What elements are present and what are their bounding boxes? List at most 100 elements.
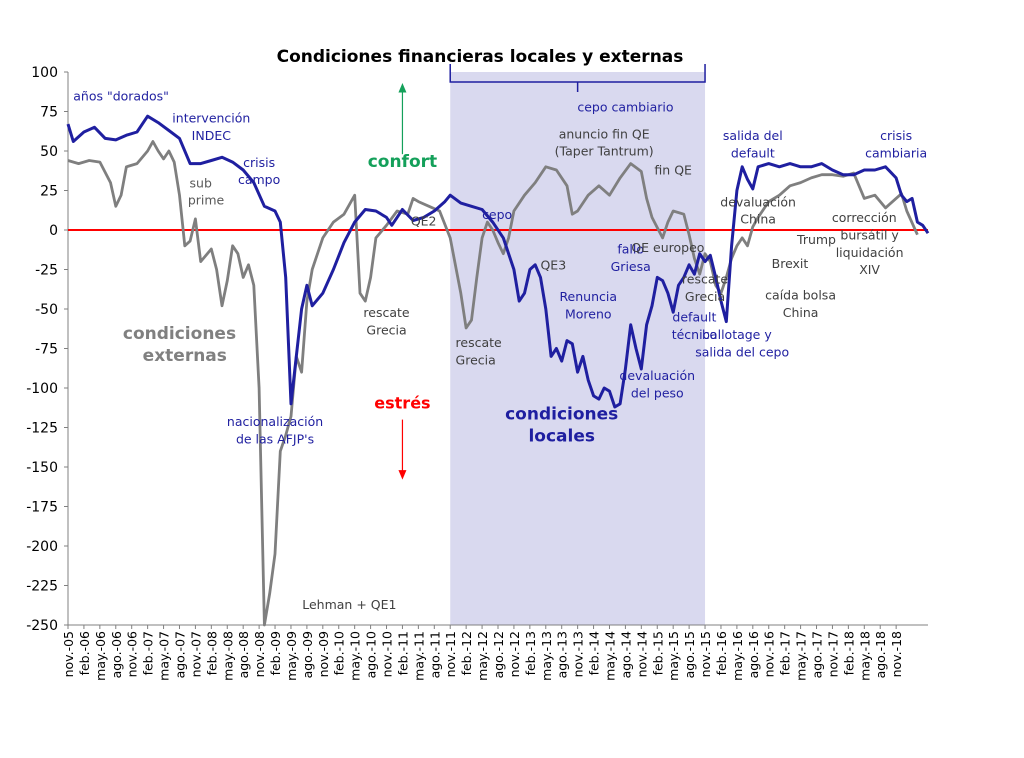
x-tick-label: ago.-15 xyxy=(682,631,697,678)
x-tick-label: nov.-17 xyxy=(825,631,840,677)
annotation-label: ballotage y xyxy=(702,327,772,342)
annotation-label: fin QE xyxy=(654,163,692,178)
x-tick-label: ago.-16 xyxy=(746,631,761,678)
x-tick-label: ago.-17 xyxy=(810,631,825,678)
x-tick-label: feb.-18 xyxy=(841,631,856,675)
annotation-label: crisis xyxy=(243,155,275,170)
annotation-label: default xyxy=(731,145,775,160)
x-tick-label: ago.-06 xyxy=(109,631,124,678)
x-tick-label: nov.-05 xyxy=(61,631,76,677)
annotation-label: sub xyxy=(190,175,212,190)
annotation-label: Moreno xyxy=(565,306,612,321)
x-tick-label: feb.-08 xyxy=(204,631,219,675)
x-tick-label: ago.-14 xyxy=(618,631,633,678)
x-tick-label: nov.-16 xyxy=(762,631,777,677)
annotation-label: (Taper Tantrum) xyxy=(555,144,654,159)
x-tick-label: ago.-13 xyxy=(555,631,570,678)
axes: 100 75 50 25 0 -25 -50 -75 -100 -125 -150 -175 -200 -… xyxy=(26,65,928,681)
annotation-label: anuncio fin QE xyxy=(559,126,650,141)
x-tick-label: nov.-07 xyxy=(188,631,203,677)
annotation-label: QE3 xyxy=(540,258,566,273)
x-tick-label: may.-13 xyxy=(539,631,554,681)
x-tick-label: nov.-09 xyxy=(316,631,331,677)
annotation-label: corrección xyxy=(832,210,897,225)
annotation-label: condiciones xyxy=(505,405,618,425)
x-tick-label: ago.-07 xyxy=(172,631,187,678)
annotation-label: intervención xyxy=(172,111,250,126)
annotation-label: cambiaria xyxy=(865,145,927,160)
annotation-label: devaluación xyxy=(720,194,796,209)
shaded-period xyxy=(449,64,706,625)
series-line-condiciones-locales xyxy=(66,114,930,409)
y-tick-label: -150 xyxy=(26,460,58,476)
x-tick-label: may.-10 xyxy=(348,631,363,681)
x-tick-label: may.-06 xyxy=(93,631,108,681)
annotation-label: bursátil y xyxy=(840,227,899,242)
x-tick-label: nov.-14 xyxy=(634,631,649,677)
annotation-label: fallo xyxy=(617,242,644,257)
x-tick-label: feb.-12 xyxy=(459,631,474,675)
x-tick-label: nov.-11 xyxy=(443,631,458,677)
cepo-shaded-region xyxy=(450,72,706,625)
annotation-label: liquidación xyxy=(836,245,904,260)
annotation-label: campo xyxy=(238,172,280,187)
annotation-label: externas xyxy=(143,346,227,366)
x-tick-label: nov.-08 xyxy=(252,631,267,677)
x-tick-label: ago.-11 xyxy=(427,631,442,678)
x-tick-label: may.-15 xyxy=(666,631,681,681)
x-tick-label: nov.-15 xyxy=(698,631,713,677)
annotation-label: Griesa xyxy=(611,259,651,274)
x-tick-label: feb.-07 xyxy=(141,631,156,675)
y-tick-label: 100 xyxy=(31,65,58,81)
x-tick-label: feb.-15 xyxy=(650,631,665,675)
x-tick-label: feb.-14 xyxy=(587,631,602,675)
annotation-label: rescate xyxy=(682,272,729,287)
annotation-label: cepo cambiario xyxy=(577,100,673,115)
x-tick-label: ago.-08 xyxy=(236,631,251,678)
annotation-label: Brexit xyxy=(772,256,809,271)
annotation-label: Trump xyxy=(796,232,836,247)
annotation-label: rescate xyxy=(456,335,503,350)
y-tick-label: -225 xyxy=(26,579,58,595)
y-tick-label: -200 xyxy=(26,539,58,555)
x-tick-label: may.-07 xyxy=(157,631,172,681)
annotation-label: años "dorados" xyxy=(73,88,169,103)
x-tick-label: nov.-10 xyxy=(380,631,395,677)
annotation-label: nacionalización xyxy=(227,414,323,429)
y-tick-label: 25 xyxy=(40,184,58,200)
x-tick-label: may.-12 xyxy=(475,631,490,681)
annotation-label: cepo xyxy=(482,207,512,222)
x-tick-label: feb.-16 xyxy=(714,631,729,675)
annotation-label: estrés xyxy=(374,394,430,413)
y-tick-label: -25 xyxy=(35,263,58,279)
annotation-label: default xyxy=(672,310,716,325)
annotation-label: caída bolsa xyxy=(765,288,836,303)
x-tick-label: may.-18 xyxy=(857,631,872,681)
x-tick-label: feb.-13 xyxy=(523,631,538,675)
series-lines xyxy=(66,114,930,627)
y-tick-label: 50 xyxy=(40,144,58,160)
annotation-label: Renuncia xyxy=(559,289,617,304)
annotation-label: salida del xyxy=(723,128,783,143)
y-tick-label: -50 xyxy=(35,302,58,318)
x-tick-label: may.-16 xyxy=(730,631,745,681)
confort-arrowhead xyxy=(398,83,407,93)
x-tick-label: ago.-09 xyxy=(300,631,315,678)
annotation-label: técnico xyxy=(672,327,717,342)
annotations: años "dorados"intervención INDEC crisis cam… xyxy=(73,83,927,612)
x-tick-label: feb.-10 xyxy=(332,631,347,675)
y-tick-label: -250 xyxy=(26,618,58,634)
x-tick-label: ago.-18 xyxy=(873,631,888,678)
annotation-label: Grecia xyxy=(366,322,406,337)
annotation-label: del peso xyxy=(631,385,684,400)
estres-arrowhead xyxy=(398,470,407,480)
annotation-label: prime xyxy=(188,193,225,208)
x-tick-label: nov.-13 xyxy=(571,631,586,677)
annotation-label: Grecia xyxy=(685,289,725,304)
y-tick-label: -100 xyxy=(26,381,58,397)
x-tick-label: ago.-12 xyxy=(491,631,506,678)
annotation-label: salida del cepo xyxy=(695,344,789,359)
annotation-label: China xyxy=(783,305,819,320)
chart-title: Condiciones financieras locales y extern… xyxy=(277,47,684,67)
